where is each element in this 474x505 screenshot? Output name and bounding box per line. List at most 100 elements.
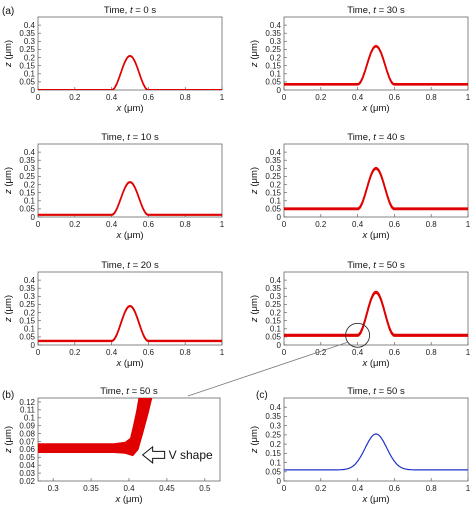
series-line	[284, 433, 468, 471]
chart-title: Time, t = 40 s	[347, 132, 405, 143]
x-tick-label: 0.6	[389, 220, 401, 229]
title-suffix: = 40 s	[376, 132, 405, 143]
y-tick-label: 0.3	[270, 292, 282, 301]
y-tick-label: 0.4	[270, 276, 282, 285]
x-tick-label: 0.4	[123, 484, 135, 493]
x-tick-label: 0.2	[315, 348, 327, 357]
x-tick-label: 0.8	[426, 93, 438, 102]
y-tick-label: 0.3	[270, 37, 282, 46]
x-tick-label: 0.6	[143, 93, 155, 102]
x-tick-label: 0.8	[426, 220, 438, 229]
x-axis-unit: (μm)	[367, 358, 389, 369]
y-tick-label: 0.06	[19, 445, 35, 454]
y-axis-var: z	[3, 317, 14, 323]
title-var: t	[373, 260, 376, 271]
y-axis-label: z (μm)	[249, 167, 260, 195]
chart-b-zoom: 0.3 0.35 0.4 0.45 0.50.020.030.040.050.060.0…	[3, 386, 221, 505]
y-tick-label: 0	[31, 213, 36, 222]
x-tick-label: 0.4	[352, 220, 364, 229]
y-tick-label: 0.2	[270, 440, 282, 449]
title-prefix: Time,	[101, 260, 127, 271]
x-axis-unit: (μm)	[121, 358, 143, 369]
y-tick-label: 0.1	[270, 70, 282, 79]
x-axis-unit: (μm)	[120, 494, 142, 505]
y-tick-label: 0.25	[19, 172, 35, 181]
y-tick-label: 0.4	[270, 21, 282, 30]
y-tick-label: 0.25	[265, 431, 281, 440]
x-tick-label: 0.2	[315, 93, 327, 102]
plot-area	[284, 44, 468, 86]
panel-label-a: (a)	[2, 6, 14, 17]
chart-title: Time, t = 50 s	[100, 386, 158, 397]
chart-title: Time, t = 30 s	[347, 5, 405, 16]
x-tick-label: 0.2	[315, 484, 327, 493]
y-tick-label: 0.1	[270, 458, 282, 467]
y-tick-label: 0.35	[265, 156, 281, 165]
plot-frame	[37, 143, 223, 218]
y-tick-label: 0.15	[19, 61, 35, 70]
x-tick-label: 1	[466, 93, 471, 102]
title-prefix: Time,	[347, 260, 373, 271]
x-axis-var: x	[115, 103, 122, 114]
y-tick-label: 0.1	[270, 325, 282, 334]
x-axis-label: x (μm)	[115, 103, 143, 114]
series-band	[284, 44, 468, 86]
title-var: t	[373, 5, 376, 16]
x-tick-label: 0.8	[180, 93, 192, 102]
x-tick-label: 0	[36, 348, 41, 357]
x-axis-var: x	[361, 103, 368, 114]
chart-title: Time, t = 50 s	[347, 386, 405, 397]
title-prefix: Time,	[347, 5, 373, 16]
y-tick-label: 0.35	[265, 412, 281, 421]
series-band	[38, 304, 222, 343]
y-tick-label: 0.35	[19, 29, 35, 38]
y-tick-label: 0.05	[265, 333, 281, 342]
y-tick-label: 0	[277, 213, 282, 222]
chart-title: Time, t = 0 s	[104, 5, 156, 16]
y-tick-label: 0.2	[270, 180, 282, 189]
v-shape-annotation: V shape	[169, 448, 213, 462]
y-tick-label: 0.05	[265, 468, 281, 477]
plot-area	[38, 304, 222, 343]
title-var: t	[127, 132, 130, 143]
y-tick-label: 0.2	[270, 308, 282, 317]
y-axis-label: z (μm)	[3, 167, 14, 195]
y-axis-unit: (μm)	[3, 167, 14, 189]
x-tick-label: 0.8	[426, 484, 438, 493]
title-prefix: Time,	[347, 386, 373, 397]
x-tick-label: 0.2	[315, 220, 327, 229]
x-axis-var: x	[361, 230, 368, 241]
x-axis-unit: (μm)	[367, 230, 389, 241]
x-axis-label: x (μm)	[361, 494, 389, 505]
y-tick-label: 0.4	[24, 21, 36, 30]
chart-a-t40: 0 0.2 0.4 0.6 0.8 100.050.10.150.20.250.30.35…	[249, 132, 471, 241]
y-tick-label: 0.07	[19, 437, 35, 446]
y-tick-label: 0	[31, 86, 36, 95]
plot-frame	[283, 271, 469, 346]
y-tick-label: 0.25	[19, 300, 35, 309]
x-axis-var: x	[361, 358, 368, 369]
zoom-connector	[187, 322, 371, 397]
y-tick-label: 0.15	[265, 449, 281, 458]
plot-area	[284, 433, 468, 471]
y-axis-var: z	[249, 189, 260, 195]
x-axis-label: x (μm)	[361, 103, 389, 114]
x-tick-label: 0.45	[159, 484, 175, 493]
x-axis-unit: (μm)	[367, 494, 389, 505]
zoom-connector-line	[187, 341, 348, 397]
y-tick-label: 0.35	[265, 29, 281, 38]
y-tick-label: 0.15	[265, 316, 281, 325]
plot-frame	[37, 16, 223, 91]
y-axis-unit: (μm)	[249, 40, 260, 62]
y-tick-label: 0.25	[265, 172, 281, 181]
y-tick-label: 0.05	[19, 453, 35, 462]
x-tick-label: 0.4	[106, 93, 118, 102]
y-tick-label: 0.35	[19, 156, 35, 165]
y-axis-label: z (μm)	[249, 295, 260, 323]
y-axis-unit: (μm)	[3, 426, 14, 448]
title-suffix: = 20 s	[130, 260, 159, 271]
y-tick-label: 0.2	[24, 53, 36, 62]
y-tick-label: 0.08	[19, 429, 35, 438]
x-tick-label: 0	[36, 220, 41, 229]
y-tick-label: 0.03	[19, 469, 35, 478]
